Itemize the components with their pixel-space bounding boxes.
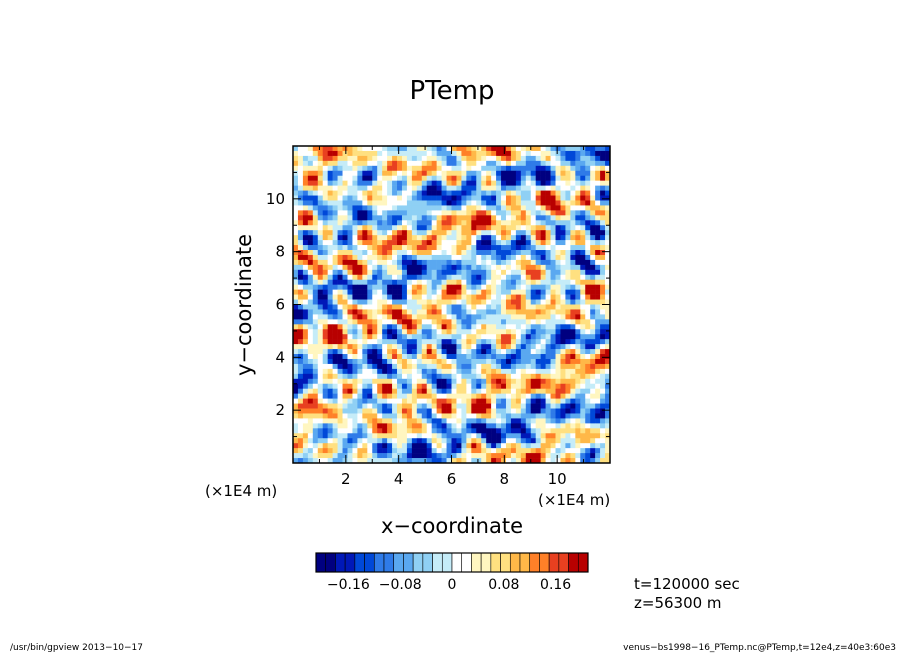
temperature-field xyxy=(293,146,610,463)
colorbar-swatch xyxy=(393,552,404,573)
y-axis-unit: (×1E4 m) xyxy=(205,482,278,500)
footer-program-date: /usr/bin/gpview 2013−10−17 xyxy=(10,643,144,653)
chart-title: PTemp xyxy=(409,76,495,106)
colorbar-swatch xyxy=(471,552,482,573)
colorbar-swatch xyxy=(519,552,531,573)
colorbar-swatch xyxy=(500,552,511,573)
colorbar-swatch xyxy=(335,552,346,573)
colorbar-swatch xyxy=(529,552,540,573)
y-tick-label: 2 xyxy=(275,401,285,419)
time-height-annotation: t=120000 sec z=56300 m xyxy=(634,575,740,613)
y-tick-label: 4 xyxy=(275,348,285,366)
colorbar-ticks: −0.16 −0.08 0 0.08 0.16 xyxy=(327,577,571,593)
colorbar-swatch xyxy=(412,552,424,573)
colorbar-swatch xyxy=(325,552,336,573)
colorbar-swatch xyxy=(509,552,521,573)
colorbar-swatch xyxy=(383,552,395,573)
x-tick-label: 2 xyxy=(341,470,351,488)
colorbar-swatch xyxy=(548,552,560,573)
colorbar-swatch xyxy=(422,552,433,573)
time-annotation: t=120000 sec xyxy=(634,575,740,593)
colorbar-swatch xyxy=(373,552,385,573)
colorbar-swatch xyxy=(315,552,327,573)
x-tick-label: 4 xyxy=(394,470,404,488)
colorbar-swatch xyxy=(432,552,443,573)
colorbar-swatch xyxy=(480,552,492,573)
colorbar-swatch xyxy=(364,552,375,573)
colorbar-swatch xyxy=(441,552,453,573)
colorbar-swatch xyxy=(539,552,550,573)
colorbar-swatch xyxy=(558,552,569,573)
colorbar-swatch xyxy=(568,552,579,573)
colorbar-swatch xyxy=(490,552,501,573)
y-tick-label: 8 xyxy=(275,243,285,261)
colorbar-frame xyxy=(315,552,589,573)
y-tick-label: 6 xyxy=(275,296,285,314)
colorbar-swatches xyxy=(315,552,589,573)
colorbar-swatch xyxy=(461,552,472,573)
colorbar-swatch xyxy=(451,552,463,573)
colorbar-swatch xyxy=(403,552,414,573)
colorbar-tick-label: −0.16 xyxy=(327,577,370,593)
x-axis-unit: (×1E4 m) xyxy=(538,491,611,509)
x-tick-label: 8 xyxy=(500,470,510,488)
height-annotation: z=56300 m xyxy=(634,594,722,612)
footer-data-source: venus−bs1998−16_PTemp.nc@PTemp,t=12e4,z=… xyxy=(623,643,896,653)
y-tick-label: 10 xyxy=(266,190,285,208)
axes: 2 4 6 8 10 2 4 6 8 10 xyxy=(266,146,610,488)
colorbar-swatch xyxy=(344,552,356,573)
colorbar-swatch xyxy=(354,552,365,573)
colorbar-tick-label: −0.08 xyxy=(379,577,422,593)
colorbar-swatch xyxy=(577,552,589,573)
colorbar-tick-label: 0.08 xyxy=(488,577,519,593)
x-tick-label: 6 xyxy=(447,470,457,488)
colorbar-tick-label: 0 xyxy=(448,577,457,593)
colorbar-tick-label: 0.16 xyxy=(540,577,571,593)
x-axis-label: x−coordinate xyxy=(380,514,524,538)
x-tick-label: 10 xyxy=(548,470,567,488)
